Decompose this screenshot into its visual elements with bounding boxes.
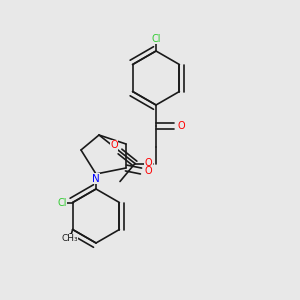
Text: O: O	[110, 140, 118, 151]
Text: O: O	[145, 158, 152, 169]
Text: O: O	[145, 166, 152, 176]
Text: Cl: Cl	[57, 197, 67, 208]
Text: N: N	[92, 173, 100, 184]
Text: Cl: Cl	[151, 34, 161, 44]
Text: O: O	[178, 121, 185, 131]
Text: CH₃: CH₃	[61, 234, 78, 243]
